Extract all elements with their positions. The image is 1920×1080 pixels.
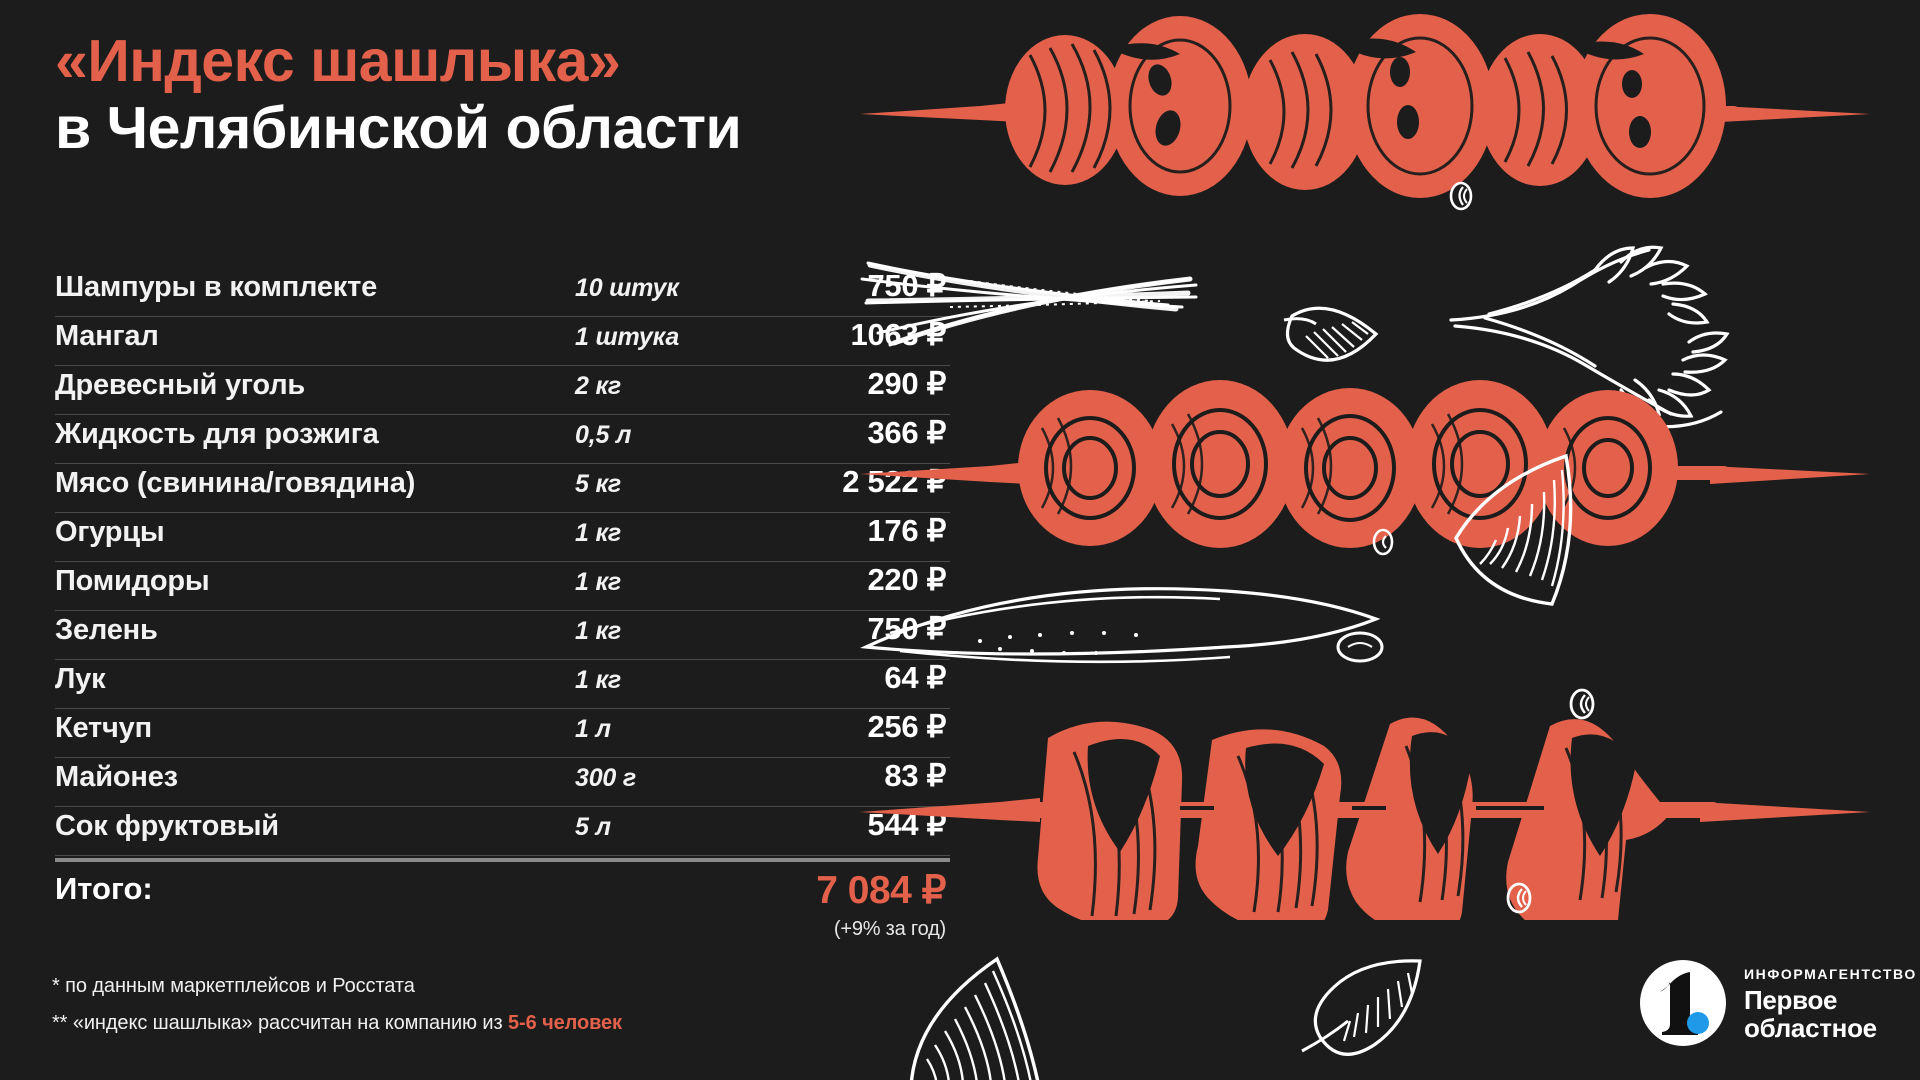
table-row: Жидкость для розжига 0,5 л 366 ₽: [55, 415, 950, 464]
table-row: Шампуры в комплекте 10 штук 750 ₽: [55, 268, 950, 317]
table-row: Зелень 1 кг 750 ₽: [55, 611, 950, 660]
total-label: Итого:: [55, 871, 153, 906]
item-quantity: 10 штук: [575, 274, 679, 302]
herbs-chives-illustration: [860, 261, 1198, 347]
total-row: Итого: 7 084 ₽ (+9% за год): [55, 862, 950, 941]
item-name: Мясо (свинина/говядина): [55, 467, 416, 499]
item-price: 366 ₽: [867, 415, 946, 450]
item-price: 256 ₽: [867, 709, 946, 744]
total-delta: (+9% за год): [833, 918, 946, 940]
bay-leaf-illustration: [1283, 306, 1379, 362]
item-price: 64 ₽: [884, 660, 946, 695]
item-name: Древесный уголь: [55, 369, 306, 401]
logo-mark-icon: [1640, 960, 1726, 1046]
logo: ИНФОРМАГЕНТСТВО Первое областное: [1640, 960, 1917, 1046]
table-row: Помидоры 1 кг 220 ₽: [55, 562, 950, 611]
item-name: Сок фруктовый: [55, 810, 279, 842]
item-quantity: 2 кг: [575, 372, 622, 400]
footnote-method-text: ** «индекс шашлыка» рассчитан на компани…: [52, 1012, 509, 1034]
item-name: Жидкость для розжига: [55, 418, 379, 450]
item-quantity: 1 кг: [575, 666, 622, 694]
table-row: Огурцы 1 кг 176 ₽: [55, 513, 950, 562]
footnote-source: * по данным маркетплейсов и Росстата: [52, 975, 415, 997]
item-price: 1063 ₽: [850, 317, 947, 352]
table-row: Древесный уголь 2 кг 290 ₽: [55, 366, 950, 415]
item-name: Помидоры: [55, 565, 210, 597]
logo-name-line2: областное: [1744, 1012, 1877, 1043]
table-row: Мангал 1 штука 1063 ₽: [55, 317, 950, 366]
footnote-method-highlight: 5-6 человек: [508, 1012, 622, 1034]
price-table: Шампуры в комплекте 10 штук 750 ₽ Мангал 1 ш…: [55, 268, 950, 941]
item-quantity: 0,5 л: [575, 421, 632, 449]
table-row: Лук 1 кг 64 ₽: [55, 660, 950, 709]
lemon-wedge-illustration-1: [1454, 453, 1573, 606]
bay-leaf-illustration-2: [1301, 959, 1422, 1056]
total-value: 7 084 ₽: [816, 869, 946, 912]
onion-skewer-illustration: [860, 380, 1870, 548]
peppercorn-icon-1: [1449, 181, 1473, 211]
item-name: Кетчуп: [55, 712, 152, 744]
meat-skewer-illustration: [860, 717, 1870, 920]
item-quantity: 5 кг: [575, 470, 622, 498]
total-divider: [55, 858, 950, 862]
item-quantity: 1 кг: [575, 568, 622, 596]
peppercorn-icon-4: [1506, 882, 1532, 914]
table-row: Майонез 300 г 83 ₽: [55, 758, 950, 807]
item-price: 220 ₽: [867, 562, 946, 597]
item-quantity: 5 л: [575, 813, 611, 841]
page-title-line1: «Индекс шашлыка»: [55, 28, 621, 94]
table-row: Мясо (свинина/говядина) 5 кг 2 522 ₽: [55, 464, 950, 513]
item-name: Огурцы: [55, 516, 165, 548]
item-name: Мангал: [55, 320, 159, 352]
page-title-line2: в Челябинской области: [55, 94, 742, 161]
logo-name-line1: Первое: [1744, 984, 1838, 1015]
logo-kicker: ИНФОРМАГЕНТСТВО: [1744, 965, 1917, 982]
green-onions-illustration: [860, 587, 1384, 664]
item-quantity: 1 кг: [575, 617, 622, 645]
item-name: Зелень: [55, 614, 158, 646]
table-row: Сок фруктовый 5 л 544 ₽: [55, 807, 950, 856]
item-price: 290 ₽: [867, 366, 946, 401]
item-name: Шампуры в комплекте: [55, 271, 378, 303]
item-quantity: 300 г: [575, 764, 636, 792]
footnotes: * по данным маркетплейсов и Росстата ** …: [52, 975, 622, 1049]
tomato-skewer-illustration: [860, 14, 1870, 198]
item-price: 176 ₽: [867, 513, 946, 548]
item-quantity: 1 кг: [575, 519, 622, 547]
peppercorn-icon-2: [1372, 528, 1394, 556]
item-name: Лук: [55, 663, 106, 695]
item-quantity: 1 л: [575, 715, 611, 743]
item-price: 83 ₽: [884, 758, 946, 793]
lemon-wedge-illustration-2: [909, 956, 1040, 1080]
item-name: Майонез: [55, 761, 178, 793]
item-quantity: 1 штука: [575, 323, 680, 351]
header-block: «Индекс шашлыка» в Челябинской области: [55, 28, 955, 161]
table-row: Кетчуп 1 л 256 ₽: [55, 709, 950, 758]
footnote-method: ** «индекс шашлыка» рассчитан на компани…: [52, 1012, 622, 1035]
peppercorn-icon-3: [1569, 688, 1595, 720]
illustration-panel: [860, 0, 1920, 1080]
